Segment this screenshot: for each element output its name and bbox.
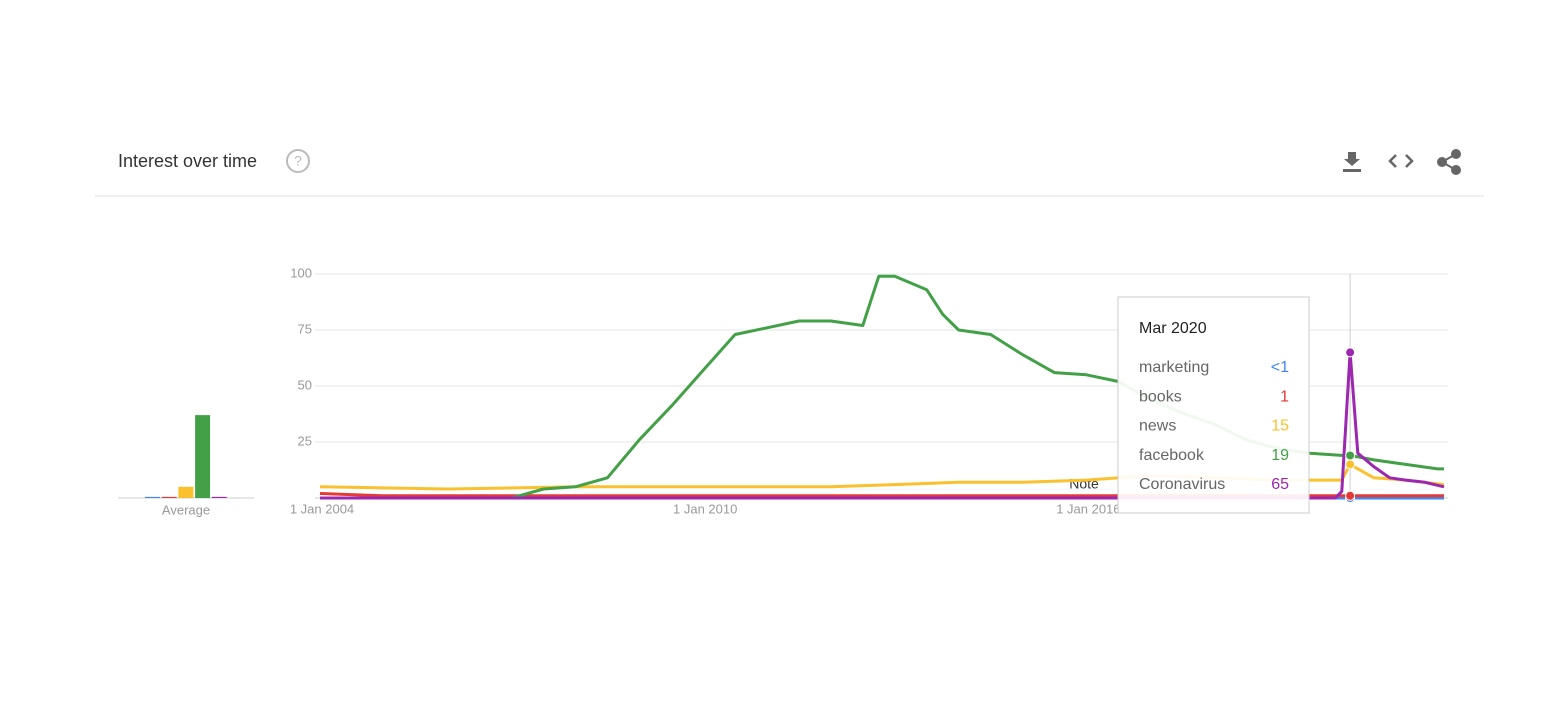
x-tick-label: 1 Jan 2004 bbox=[290, 501, 354, 516]
chart: 25 50 75 100 1 Jan 2004 1 Jan 2010 1 Jan 2016 A… bbox=[118, 265, 1448, 517]
download-button[interactable] bbox=[1343, 152, 1361, 172]
x-tick-label: 1 Jan 2010 bbox=[673, 501, 737, 516]
tooltip-value: <1 bbox=[1271, 359, 1289, 376]
help-icon[interactable]: ? bbox=[286, 149, 310, 173]
series-line bbox=[319, 492, 1444, 498]
hover-dot bbox=[1345, 459, 1356, 470]
section-title: Interest over time bbox=[118, 151, 257, 171]
tooltip-series-name: news bbox=[1139, 418, 1176, 435]
x-tick-label: 1 Jan 2016 bbox=[1056, 501, 1120, 516]
series-line bbox=[319, 462, 1445, 491]
tooltip-value: 65 bbox=[1271, 476, 1289, 493]
tooltip: Mar 2020 marketing <1 books 1 news 15 facebook 1… bbox=[1117, 296, 1310, 514]
tooltip-value: 15 bbox=[1271, 418, 1289, 435]
tooltip-value: 19 bbox=[1271, 447, 1289, 464]
average-bar bbox=[211, 496, 227, 498]
average-bar bbox=[178, 486, 194, 498]
hover-dot bbox=[1345, 347, 1356, 358]
svg-text:?: ? bbox=[294, 153, 302, 169]
tooltip-value: 1 bbox=[1280, 388, 1289, 405]
average-bar bbox=[145, 496, 160, 498]
embed-button[interactable] bbox=[1388, 154, 1414, 168]
average-bar bbox=[195, 415, 211, 498]
tooltip-box bbox=[1117, 296, 1310, 514]
series-line bbox=[320, 350, 1445, 500]
y-tick-label: 75 bbox=[298, 321, 312, 336]
share-button[interactable] bbox=[1437, 149, 1461, 175]
hover-dot bbox=[1345, 490, 1356, 501]
y-tick-label: 50 bbox=[298, 377, 312, 392]
hover-dot bbox=[1345, 450, 1356, 461]
tooltip-title: Mar 2020 bbox=[1139, 320, 1207, 337]
tooltip-series-name: facebook bbox=[1139, 447, 1205, 464]
average-label: Average bbox=[162, 502, 210, 517]
series-line bbox=[320, 274, 1444, 500]
y-tick-label: 100 bbox=[290, 265, 312, 280]
average-bar bbox=[161, 496, 177, 498]
tooltip-series-name: Coronavirus bbox=[1139, 476, 1225, 493]
y-tick-label: 25 bbox=[298, 433, 312, 448]
tooltip-series-name: books bbox=[1139, 388, 1182, 405]
tooltip-series-name: marketing bbox=[1139, 359, 1209, 376]
